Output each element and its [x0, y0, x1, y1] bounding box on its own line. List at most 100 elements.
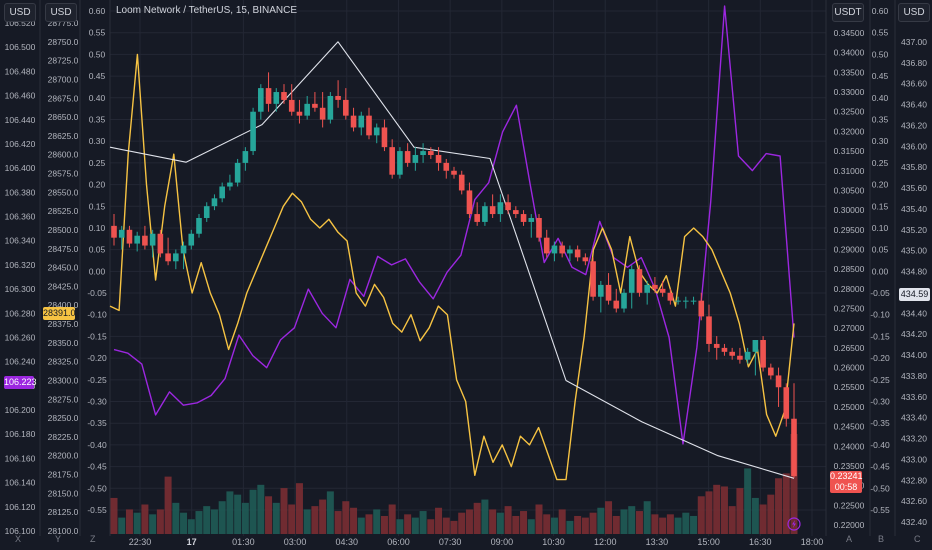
- volume-bar: [141, 504, 149, 534]
- axis-tick-label: 28175.0: [48, 470, 79, 480]
- candle-body: [737, 355, 743, 360]
- volume-bar: [218, 501, 226, 534]
- axis-tick-label: 28775.0: [48, 18, 79, 28]
- volume-bar: [550, 517, 558, 534]
- candle-body: [327, 95, 334, 120]
- btc-scale-label[interactable]: USD: [45, 3, 77, 22]
- candle-body: [775, 375, 782, 388]
- volume-bar: [357, 517, 365, 534]
- spx-scale-label[interactable]: USD: [898, 3, 930, 22]
- axis-tick-label: 0.32500: [834, 107, 865, 117]
- loom-scale-label[interactable]: USDT: [832, 3, 864, 22]
- candle-body: [482, 206, 488, 222]
- volume-bar: [736, 488, 744, 534]
- time-axis: 22:30 17 01:30 03:00 04:30 06:00 07:30 09:00 10:…: [129, 537, 824, 547]
- volume-bar: [203, 506, 211, 534]
- volume-bar: [643, 501, 651, 534]
- dxy-scale-label[interactable]: USD: [4, 3, 36, 22]
- lightning-icon[interactable]: [787, 517, 801, 531]
- axis-y-button[interactable]: Y: [55, 534, 62, 544]
- axis-tick-label: 0.24500: [834, 422, 865, 432]
- volume-bar: [303, 509, 311, 534]
- axis-tick-label: 28675.0: [48, 93, 79, 103]
- candle-body: [242, 151, 249, 163]
- volume-bar: [690, 515, 698, 534]
- volume-bar: [728, 506, 736, 534]
- volume-bar: [465, 509, 473, 534]
- candle-body: [505, 202, 511, 211]
- volume-bar: [319, 499, 327, 534]
- volume-bar: [527, 519, 535, 534]
- candle-body: [582, 257, 589, 262]
- volume-bar: [210, 509, 218, 534]
- volume-bar: [620, 509, 628, 534]
- volume-bar: [574, 515, 582, 534]
- candle-body: [551, 245, 558, 254]
- candle-body: [234, 162, 241, 183]
- candle-body: [729, 351, 735, 356]
- axis-b-button[interactable]: B: [878, 534, 885, 544]
- candle-body: [312, 103, 318, 108]
- volume-bar: [427, 519, 435, 534]
- axis-tick-label: 0.22500: [834, 500, 865, 510]
- axis-tick-label: 434.40: [901, 308, 927, 318]
- axis-tick-label: 0.34000: [834, 48, 865, 58]
- volume-bar: [473, 502, 481, 534]
- axis-tick-label: 0.29000: [834, 244, 865, 254]
- axis-tick-label: 28725.0: [48, 56, 79, 66]
- axis-tick-label: 435.60: [901, 183, 927, 193]
- axis-tick-label: 0.05: [872, 245, 889, 255]
- candle-body: [157, 233, 164, 254]
- loom-last-price-tag: 0.23241: [830, 471, 863, 482]
- axis-tick-label: -0.10: [870, 310, 890, 320]
- axis-tick-label: 0.28500: [834, 264, 865, 274]
- axis-tick-label: 436.80: [901, 58, 927, 68]
- volume-bar: [790, 434, 798, 534]
- time-tick-label: 13:30: [646, 537, 669, 547]
- candle-body: [196, 217, 202, 234]
- volume-bar: [635, 511, 643, 534]
- axis-tick-label: 0.45: [89, 71, 106, 81]
- axis-tick-label: 0.15: [89, 201, 106, 211]
- candle-body: [250, 111, 256, 152]
- axis-tick-label: -0.55: [870, 505, 890, 515]
- axis-tick-label: 106.120: [5, 502, 36, 512]
- candle-body: [690, 300, 697, 302]
- axis-tick-label: 0.60: [872, 6, 889, 16]
- candle-body: [513, 210, 519, 215]
- axis-tick-label: 28625.0: [48, 131, 79, 141]
- time-tick-label: 22:30: [129, 537, 152, 547]
- time-tick-label: 18:00: [801, 537, 824, 547]
- candle-body: [149, 233, 156, 246]
- candle-body: [265, 88, 272, 104]
- axis-tick-label: -0.30: [870, 397, 890, 407]
- axis-tick-label: -0.40: [870, 440, 890, 450]
- volume-bar: [411, 517, 419, 534]
- axis-x-button[interactable]: X: [15, 534, 22, 544]
- axis-z-button[interactable]: Z: [90, 534, 96, 544]
- axis-tick-label: 432.80: [901, 475, 927, 485]
- candle-body: [574, 249, 581, 258]
- axis-tick-label: 0.24000: [834, 441, 865, 451]
- axis-tick-label: 0.26500: [834, 343, 865, 353]
- candle-body: [397, 151, 403, 175]
- axis-tick-label: 0.25: [89, 158, 106, 168]
- candle-body: [296, 111, 303, 116]
- volume-bar: [767, 494, 775, 534]
- candle-body: [389, 147, 395, 175]
- volume-bar: [744, 468, 752, 534]
- volume-bar: [597, 507, 605, 534]
- candle-body: [335, 95, 341, 100]
- axis-tick-label: -0.20: [870, 353, 890, 363]
- volume-bar: [566, 520, 574, 534]
- candle-body: [343, 99, 349, 116]
- axis-tick-label: 0.40: [89, 93, 106, 103]
- volume-bar: [435, 507, 443, 534]
- axis-a-button[interactable]: A: [846, 534, 853, 544]
- volume-bar: [249, 489, 257, 534]
- time-tick-label: 06:00: [387, 537, 410, 547]
- volume-bar: [365, 514, 373, 534]
- candle-body: [791, 418, 797, 477]
- axis-c-button[interactable]: C: [914, 534, 921, 544]
